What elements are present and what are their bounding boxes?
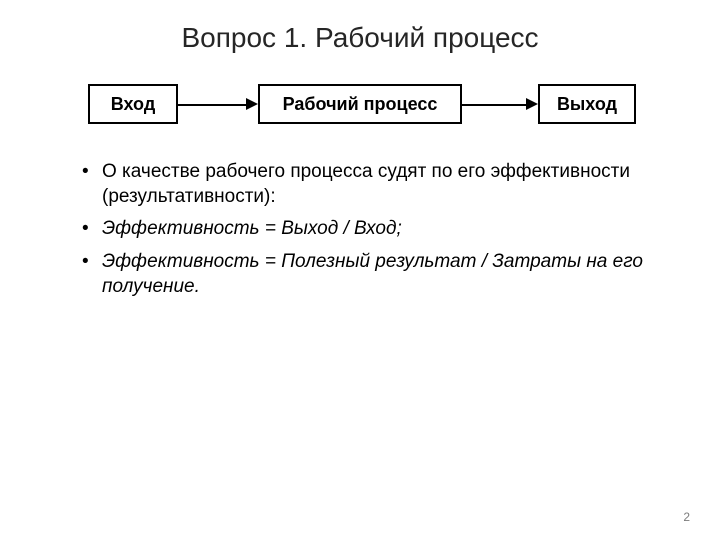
diagram-arrow-line	[178, 104, 246, 106]
diagram-box-process: Рабочий процесс	[258, 84, 462, 124]
diagram-arrow-head	[526, 98, 538, 110]
bullet-list: О качестве рабочего процесса судят по ег…	[58, 160, 662, 299]
bullet-text: О качестве рабочего процесса судят по ег…	[102, 161, 630, 207]
slide-title: Вопрос 1. Рабочий процесс	[0, 0, 720, 68]
bullet-text: Эффективность = Полезный результат / Зат…	[102, 251, 643, 297]
process-diagram: Вход Рабочий процесс Выход	[80, 68, 640, 138]
diagram-box-output: Выход	[538, 84, 636, 124]
bullet-text: Эффективность = Выход / Вход;	[102, 218, 402, 239]
diagram-box-input: Вход	[88, 84, 178, 124]
bullet-item: Эффективность = Выход / Вход;	[82, 217, 662, 242]
diagram-arrow-line	[462, 104, 526, 106]
bullet-item: Эффективность = Полезный результат / Зат…	[82, 250, 662, 299]
page-number: 2	[683, 510, 690, 524]
bullet-item: О качестве рабочего процесса судят по ег…	[82, 160, 662, 209]
slide: Вопрос 1. Рабочий процесс Вход Рабочий п…	[0, 0, 720, 540]
diagram-arrow-head	[246, 98, 258, 110]
